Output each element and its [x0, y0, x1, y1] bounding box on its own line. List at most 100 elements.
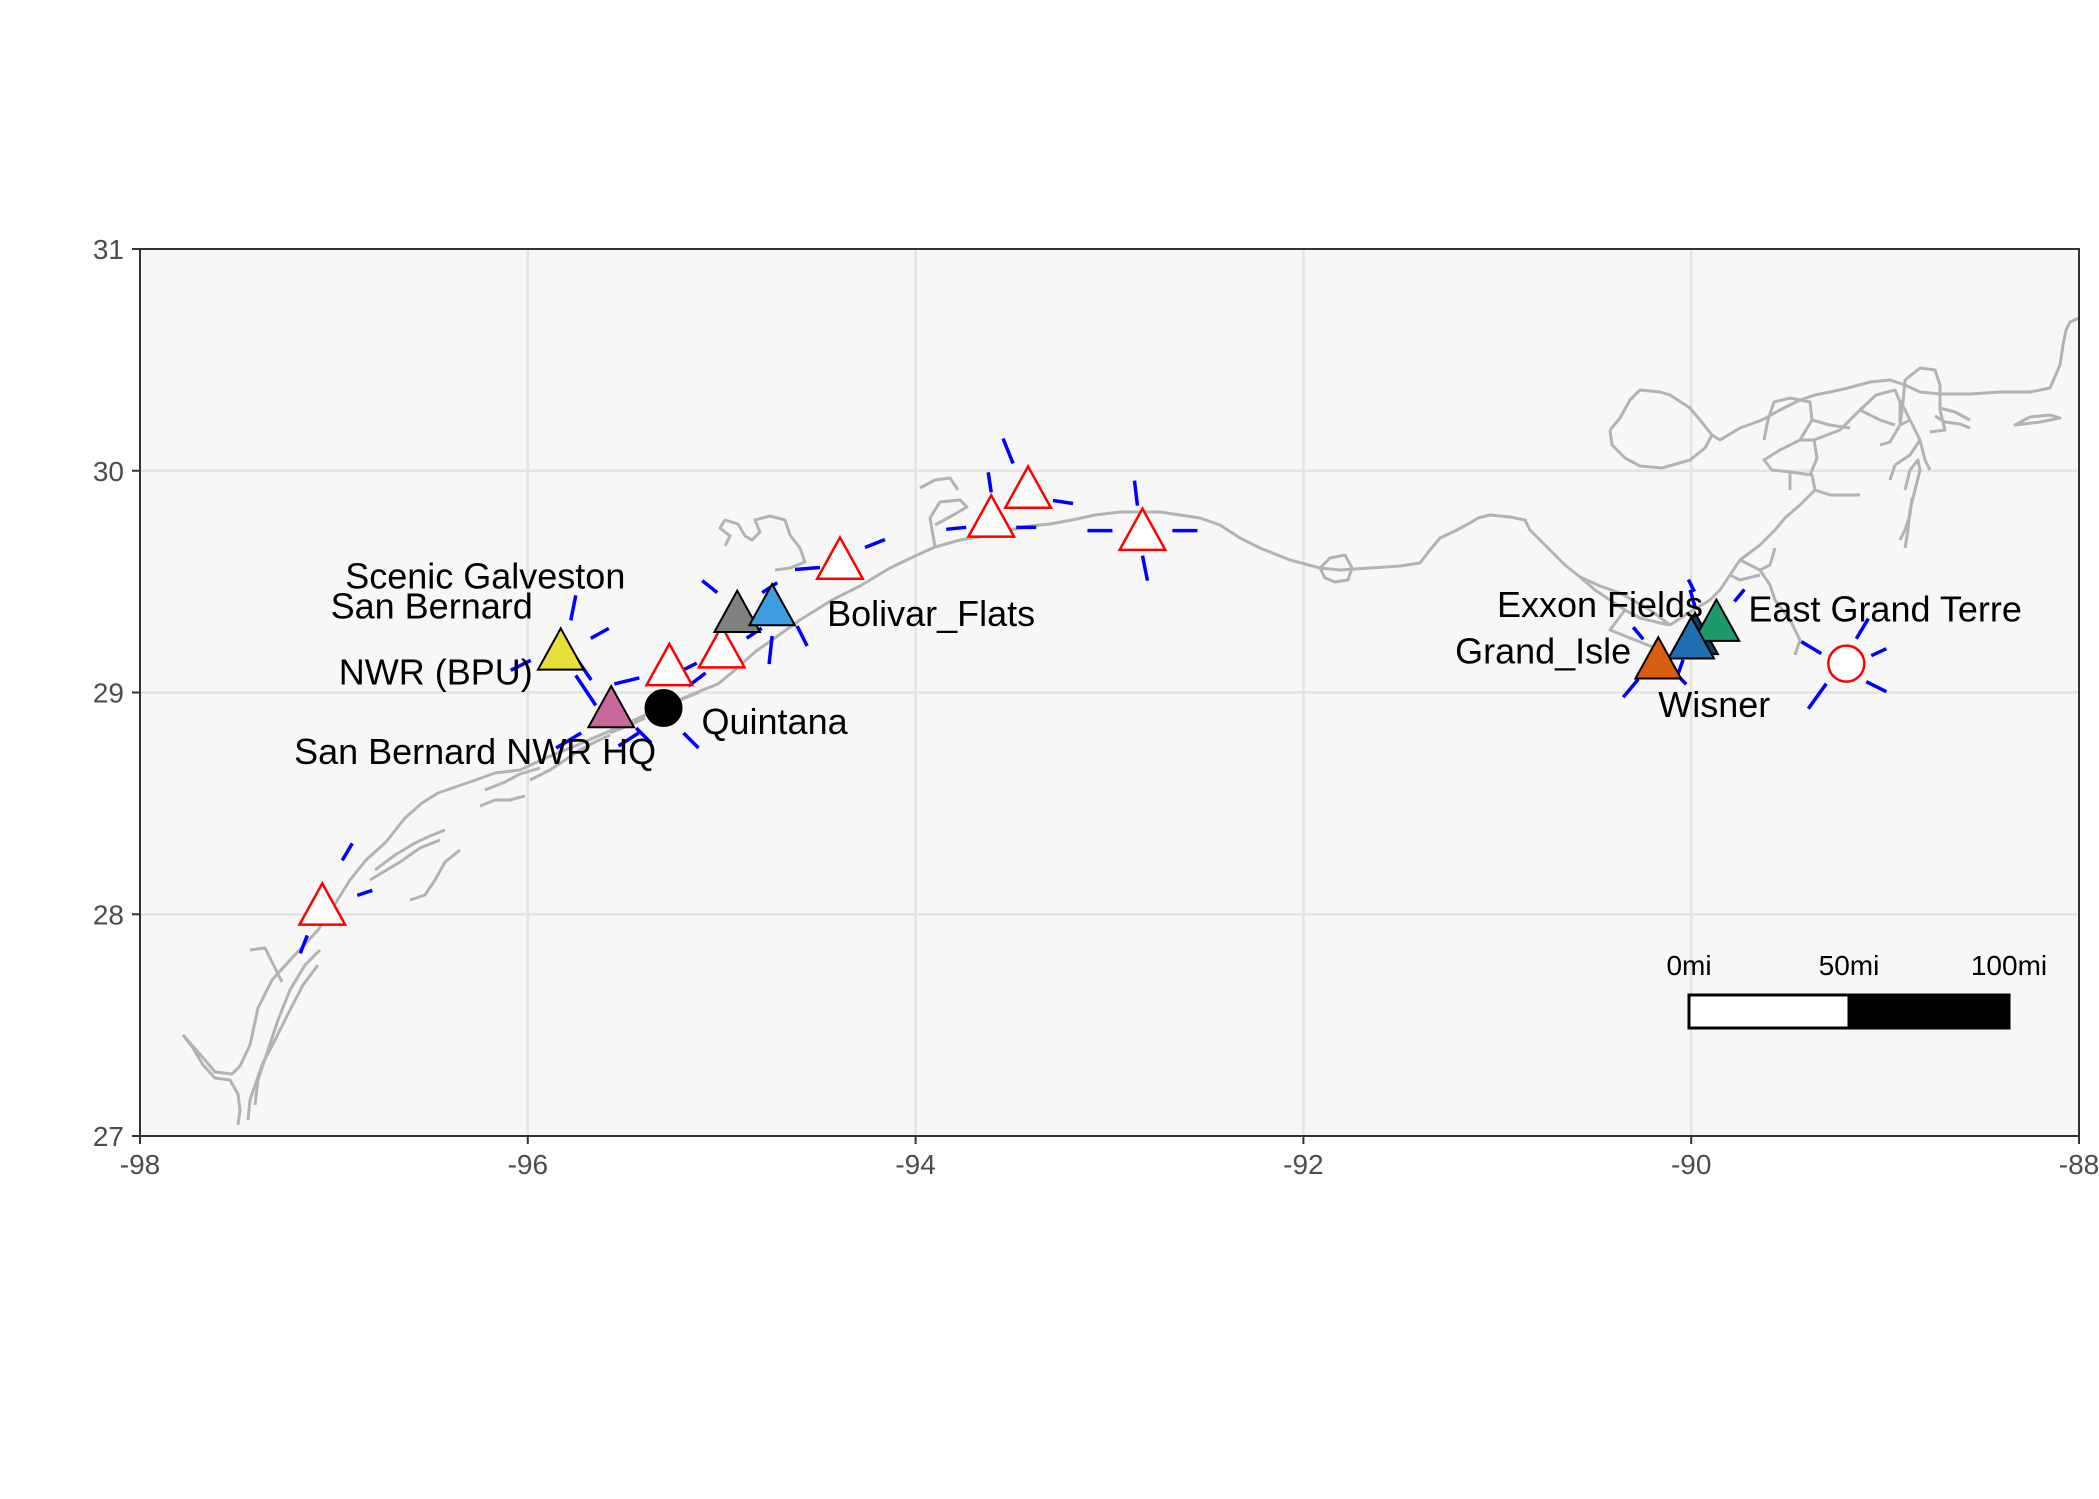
site-marker-san-bernard-nwr-bpu[interactable]: [536, 626, 586, 671]
direction-ray: [1132, 480, 1140, 506]
direction-ray: [986, 472, 993, 493]
y-tick-label: 31: [93, 234, 124, 265]
y-tick-label: 27: [93, 1121, 124, 1152]
x-tick-label: -92: [1283, 1149, 1323, 1180]
direction-ray: [298, 934, 309, 955]
direction-ray: [617, 731, 640, 748]
unlabeled-site-marker[interactable]: [1117, 506, 1168, 552]
coastline-segment: [2013, 413, 2062, 427]
coastline-segment: [1929, 409, 1947, 434]
direction-ray: [356, 888, 373, 898]
coastline-segment: [1898, 366, 1942, 426]
site-marker-east-grand-terre[interactable]: [1691, 597, 1741, 642]
direction-ray: [555, 731, 583, 750]
site-marker-quintana[interactable]: [644, 689, 683, 728]
scale-bar-label: 0mi: [1666, 950, 1711, 981]
coastline-segment: [754, 646, 761, 654]
site-label-grand-isle: Grand_Isle: [1455, 630, 1631, 671]
direction-ray: [613, 676, 640, 686]
coastline-segment: [1608, 429, 1714, 470]
axes: -98 -96 -94 -92 -90 -88 27 28 29 30 31: [93, 234, 2099, 1180]
coastline-segment: [1918, 439, 1932, 471]
coastline-segment: [1939, 406, 1971, 422]
coastline-segment: [1903, 458, 1922, 549]
site-label-east-grand-terre: East Grand Terre: [1748, 589, 2021, 630]
unlabeled-site-marker[interactable]: [696, 623, 747, 669]
direction-ray: [1686, 578, 1696, 593]
direction-ray: [589, 626, 610, 640]
site-label-san-bernard-nwr-hq: San Bernard NWR HQ: [294, 731, 656, 772]
site-marker-wisner[interactable]: [1633, 635, 1683, 680]
y-tick-label: 28: [93, 899, 124, 930]
unlabeled-site-marker[interactable]: [966, 492, 1017, 538]
coastline-segment: [1934, 414, 1971, 430]
grid-lines: [140, 249, 2079, 1136]
coastline-segment: [718, 514, 807, 572]
scale-bar-label: 50mi: [1819, 950, 1880, 981]
coastline-segment: [1899, 418, 1911, 427]
direction-ray: [946, 525, 967, 532]
y-tick-label: 29: [93, 678, 124, 709]
direction-ray: [1733, 588, 1746, 603]
site-label-scenic-galveston: Scenic Galveston: [345, 556, 625, 597]
site-marker-grand-isle[interactable]: [1666, 615, 1716, 660]
direction-ray: [1870, 647, 1888, 658]
site-labels: Scenic Galveston Bolivar_Flats San Bernard…: [294, 556, 2022, 772]
unlabeled-site-marker[interactable]: [1003, 463, 1053, 510]
unlabeled-site-marker[interactable]: [644, 641, 695, 687]
site-label-quintana: Quintana: [702, 701, 849, 742]
site-label-wisner: Wisner: [1658, 684, 1770, 725]
coastline-segment: [1813, 388, 1902, 447]
unlabeled-site-marker[interactable]: [815, 534, 865, 580]
unlabeled-site-marker[interactable]: [1827, 644, 1866, 683]
coastline-segment: [249, 946, 284, 983]
y-tick-label: 30: [93, 456, 124, 487]
site-label-bolivar-flats: Bolivar_Flats: [827, 593, 1035, 634]
x-tick-label: -96: [508, 1149, 548, 1180]
direction-ray: [1865, 680, 1888, 694]
scale-bar-white-segment: [1687, 993, 1851, 1030]
direction-ray: [634, 726, 653, 745]
direction-ray: [1631, 626, 1645, 641]
direction-ray: [1800, 640, 1823, 656]
x-tick-label: -94: [895, 1149, 935, 1180]
direction-ray: [1806, 682, 1828, 710]
direction-ray: [767, 635, 774, 665]
direction-ray: [794, 565, 821, 572]
coastline-segment: [484, 766, 541, 792]
direction-ray: [795, 625, 809, 647]
direction-ray: [864, 537, 886, 550]
coastline-segment: [1859, 408, 1896, 427]
x-tick-label: -88: [2059, 1149, 2099, 1180]
direction-ray: [1052, 498, 1074, 506]
x-tick-label: -98: [120, 1149, 160, 1180]
scale-bar-label: 100mi: [1971, 950, 2047, 981]
coastline-segment: [479, 794, 526, 808]
direction-ray: [509, 658, 532, 672]
unlabeled-site-marker[interactable]: [297, 880, 348, 926]
site-label-exxon-fields: Exxon Fields: [1497, 584, 1703, 625]
direction-ray: [682, 731, 700, 750]
coastline-segment: [1729, 573, 1761, 582]
coastline-segment: [409, 848, 461, 902]
direction-ray: [340, 842, 354, 862]
coastline-segment: [369, 838, 441, 882]
site-marker-san-bernard-nwr-hq[interactable]: [586, 683, 636, 729]
coastline-segment: [1814, 488, 1860, 497]
direction-ray: [574, 674, 598, 707]
site-marker-bolivar-flats[interactable]: [747, 581, 797, 627]
site-marker-scenic-galveston[interactable]: [712, 588, 762, 633]
direction-ray: [1854, 617, 1870, 640]
x-tick-label: -90: [1671, 1149, 1711, 1180]
coastline-segment: [1811, 418, 1851, 430]
coastline-segment: [246, 964, 320, 1121]
direction-ray: [1688, 589, 1697, 608]
scale-bar-black-segment: [1847, 993, 2011, 1030]
site-label-san-bernard-nwr-bpu: San Bernard NWR (BPU): [331, 585, 533, 692]
scale-bar[interactable]: 0mi 50mi 100mi: [1666, 950, 2047, 1030]
coastline-segment: [1759, 547, 1777, 572]
coastline-segment: [1888, 464, 1897, 481]
coastline-segment: [181, 498, 969, 1076]
site-markers: [297, 463, 1866, 926]
